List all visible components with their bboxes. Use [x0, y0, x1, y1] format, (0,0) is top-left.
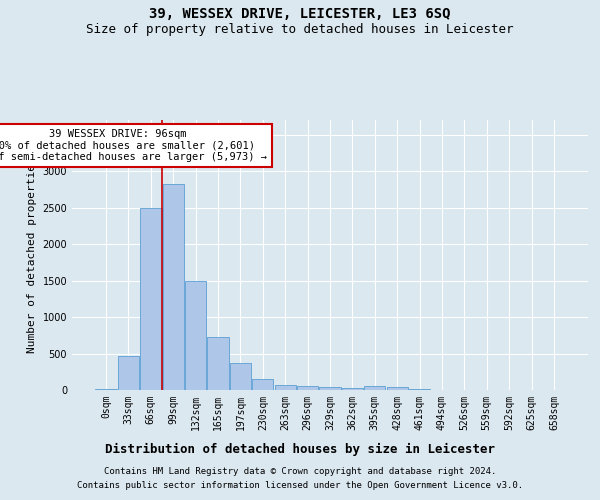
Bar: [319, 386, 341, 390]
Bar: [95, 388, 117, 390]
Text: Distribution of detached houses by size in Leicester: Distribution of detached houses by size …: [105, 442, 495, 456]
Text: Contains public sector information licensed under the Open Government Licence v3: Contains public sector information licen…: [77, 481, 523, 490]
Bar: [230, 363, 251, 390]
Bar: [208, 336, 229, 390]
Bar: [275, 385, 296, 390]
Bar: [386, 388, 408, 390]
Text: Size of property relative to detached houses in Leicester: Size of property relative to detached ho…: [86, 22, 514, 36]
Bar: [118, 356, 139, 390]
Bar: [140, 208, 161, 390]
Text: 39 WESSEX DRIVE: 96sqm
← 30% of detached houses are smaller (2,601)
69% of semi-: 39 WESSEX DRIVE: 96sqm ← 30% of detached…: [0, 129, 267, 162]
Bar: [297, 386, 318, 390]
Bar: [163, 184, 184, 390]
Bar: [364, 386, 385, 390]
Text: 39, WESSEX DRIVE, LEICESTER, LE3 6SQ: 39, WESSEX DRIVE, LEICESTER, LE3 6SQ: [149, 8, 451, 22]
Bar: [342, 388, 363, 390]
Bar: [185, 280, 206, 390]
Y-axis label: Number of detached properties: Number of detached properties: [27, 157, 37, 353]
Text: Contains HM Land Registry data © Crown copyright and database right 2024.: Contains HM Land Registry data © Crown c…: [104, 468, 496, 476]
Bar: [252, 378, 274, 390]
